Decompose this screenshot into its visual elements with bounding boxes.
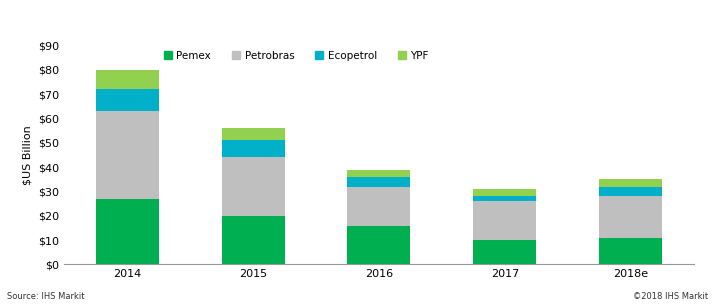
- Y-axis label: $US Billion: $US Billion: [23, 125, 33, 185]
- Bar: [599, 238, 662, 264]
- Bar: [599, 187, 662, 196]
- Legend: Pemex, Petrobras, Ecopetrol, YPF: Pemex, Petrobras, Ecopetrol, YPF: [164, 51, 428, 61]
- Bar: [347, 170, 410, 177]
- Bar: [347, 187, 410, 226]
- Bar: [347, 177, 410, 187]
- Bar: [599, 179, 662, 187]
- Bar: [222, 140, 285, 157]
- Bar: [347, 226, 410, 264]
- Bar: [96, 199, 159, 264]
- Bar: [222, 157, 285, 216]
- Bar: [96, 89, 159, 111]
- Text: Capital spending patterns of the Latin American NOCs,  2014-2018e: Capital spending patterns of the Latin A…: [9, 21, 516, 34]
- Bar: [599, 196, 662, 238]
- Bar: [222, 128, 285, 140]
- Bar: [473, 189, 536, 196]
- Text: Source: IHS Markit: Source: IHS Markit: [7, 292, 84, 301]
- Bar: [222, 216, 285, 264]
- Bar: [96, 111, 159, 199]
- Bar: [473, 201, 536, 240]
- Text: ©2018 IHS Markit: ©2018 IHS Markit: [633, 292, 708, 301]
- Bar: [473, 240, 536, 264]
- Bar: [96, 70, 159, 89]
- Bar: [473, 196, 536, 201]
